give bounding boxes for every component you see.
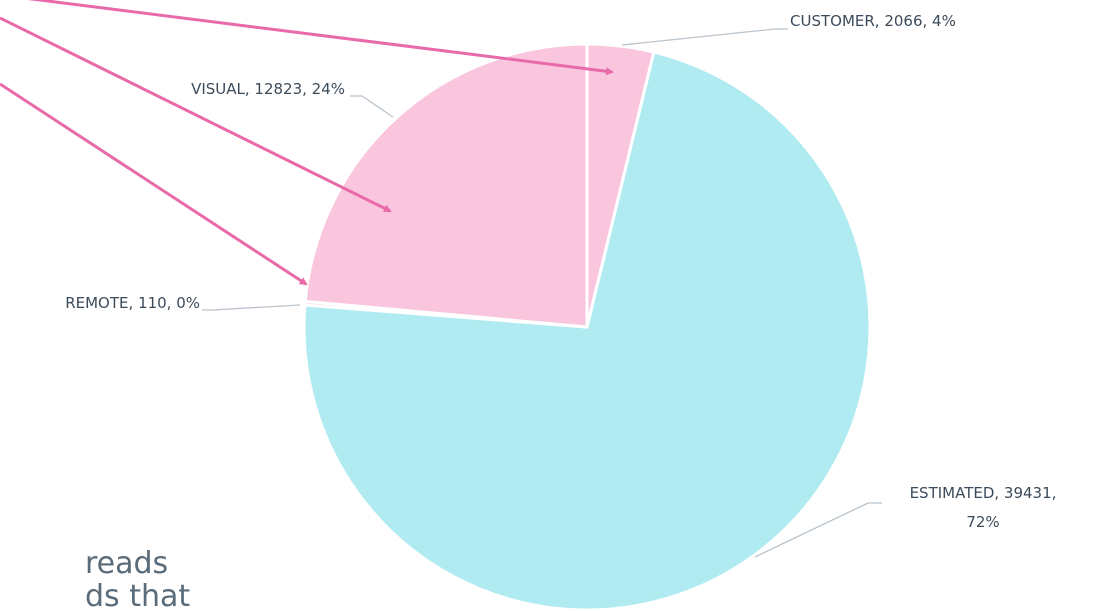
labels: CUSTOMER, 2066, 4% ESTIMATED, 39431, 72% RE… bbox=[65, 12, 1057, 558]
arrow bbox=[0, 82, 308, 286]
leader-line bbox=[621, 28, 788, 46]
data-label: ESTIMATED, 39431, 72% bbox=[910, 484, 1057, 531]
data-label: REMOTE, 110, 0% bbox=[65, 294, 200, 312]
leader-line bbox=[202, 304, 301, 311]
annotation-text: reads bbox=[85, 546, 168, 581]
slice bbox=[302, 50, 872, 611]
data-label: CUSTOMER, 2066, 4% bbox=[790, 12, 956, 30]
annotation-text: ds that bbox=[85, 579, 190, 611]
leader-line bbox=[754, 502, 882, 558]
leader-line bbox=[350, 95, 394, 118]
data-label: VISUAL, 12823, 24% bbox=[191, 80, 345, 98]
arrow bbox=[0, 16, 392, 213]
slice bbox=[303, 42, 589, 329]
arrows bbox=[0, 0, 614, 286]
arrow bbox=[27, 0, 614, 76]
pie bbox=[302, 42, 872, 611]
